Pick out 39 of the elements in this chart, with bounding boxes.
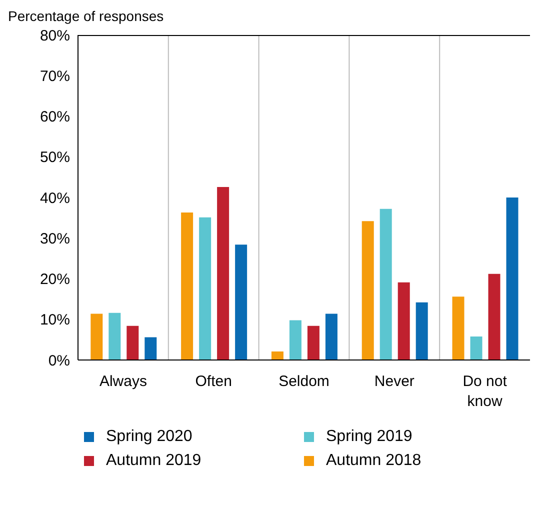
x-tick-label: Always <box>99 373 147 390</box>
y-axis-title: Percentage of responses <box>8 8 164 24</box>
y-tick-label: 20% <box>40 271 70 288</box>
bar <box>90 314 103 360</box>
legend-label: Autumn 2019 <box>105 452 202 470</box>
y-tick-label: 0% <box>48 352 70 370</box>
bar <box>398 282 410 360</box>
y-tick-label: 30% <box>40 230 70 248</box>
x-tick-label: Seldom <box>278 373 330 390</box>
y-tick-label: 10% <box>40 312 70 329</box>
x-tick-label: Do not know <box>462 373 508 410</box>
bar <box>235 244 248 360</box>
y-tick-label: 70% <box>40 68 70 85</box>
y-tick-label: 40% <box>40 190 70 207</box>
bar <box>271 351 284 360</box>
bar <box>108 312 121 360</box>
bar <box>307 326 320 360</box>
bar <box>470 336 482 360</box>
bar <box>181 212 194 360</box>
bar <box>488 274 500 360</box>
bar <box>199 217 212 360</box>
bar <box>506 198 518 360</box>
bar <box>362 221 374 360</box>
y-tick-label: 80% <box>40 27 70 44</box>
x-tick-label: Often <box>195 373 232 390</box>
bar <box>416 302 428 360</box>
y-tick-label: 50% <box>40 149 70 166</box>
bar <box>217 186 230 360</box>
bar <box>452 296 464 360</box>
y-tick-label: 60% <box>40 108 70 126</box>
bar <box>126 326 139 360</box>
bar <box>380 208 392 360</box>
bar <box>325 314 338 360</box>
legend-label: Spring 2020 <box>105 428 194 446</box>
legend-label: Spring 2019 <box>325 428 414 446</box>
legend-label: Autumn 2018 <box>325 452 422 470</box>
bar <box>144 337 157 360</box>
x-tick-label: Never <box>374 373 414 390</box>
bar <box>289 320 302 360</box>
